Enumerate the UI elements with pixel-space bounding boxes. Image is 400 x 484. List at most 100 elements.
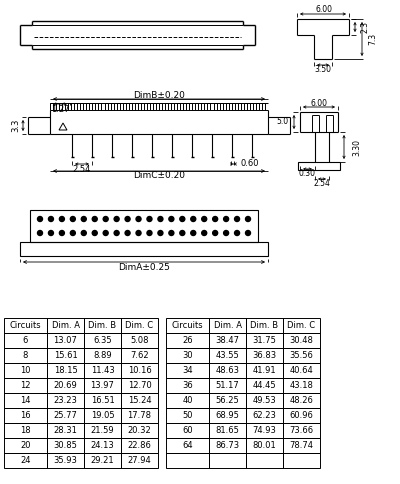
Circle shape: [180, 230, 185, 236]
Circle shape: [103, 216, 108, 222]
Bar: [246, 348, 283, 363]
Bar: [283, 393, 320, 408]
Circle shape: [125, 230, 130, 236]
Bar: [246, 333, 283, 348]
Text: 24: 24: [20, 456, 31, 465]
Bar: [4, 423, 47, 438]
Circle shape: [59, 230, 64, 236]
Text: 25.77: 25.77: [54, 411, 78, 420]
Bar: [84, 438, 121, 453]
Bar: [84, 318, 121, 333]
Bar: [4, 453, 47, 468]
Bar: [246, 378, 283, 393]
Circle shape: [92, 216, 97, 222]
Bar: [209, 318, 246, 333]
Bar: [283, 453, 320, 468]
Bar: [209, 453, 246, 468]
Text: 18: 18: [20, 426, 31, 435]
Text: 2.54: 2.54: [314, 180, 330, 188]
Circle shape: [38, 216, 42, 222]
Text: DimC±0.20: DimC±0.20: [133, 171, 185, 181]
Text: Dim. C: Dim. C: [126, 321, 154, 330]
Bar: [283, 363, 320, 378]
Text: 6: 6: [23, 336, 28, 345]
Text: 49.53: 49.53: [253, 396, 276, 405]
Circle shape: [70, 216, 75, 222]
Text: 10: 10: [20, 366, 31, 375]
Text: 60.96: 60.96: [290, 411, 314, 420]
Text: 28.31: 28.31: [54, 426, 78, 435]
Text: 50: 50: [182, 411, 193, 420]
Text: 12.70: 12.70: [128, 381, 151, 390]
Bar: [121, 333, 158, 348]
Bar: [246, 453, 283, 468]
Bar: [84, 453, 121, 468]
Bar: [47, 363, 84, 378]
Bar: [246, 363, 283, 378]
Bar: [246, 318, 283, 333]
Bar: [209, 393, 246, 408]
Circle shape: [158, 230, 163, 236]
Text: 86.73: 86.73: [216, 441, 240, 450]
Bar: [209, 378, 246, 393]
Text: 14: 14: [20, 396, 31, 405]
Bar: [4, 393, 47, 408]
Text: Circuits: Circuits: [172, 321, 203, 330]
Bar: [283, 423, 320, 438]
Bar: [121, 348, 158, 363]
Text: 8.89: 8.89: [93, 351, 112, 360]
Circle shape: [246, 230, 250, 236]
Circle shape: [147, 216, 152, 222]
Circle shape: [81, 216, 86, 222]
Bar: [166, 378, 209, 393]
Bar: [166, 453, 209, 468]
Bar: [209, 363, 246, 378]
Bar: [121, 363, 158, 378]
Bar: [166, 423, 209, 438]
Circle shape: [48, 216, 54, 222]
Bar: [209, 333, 246, 348]
Text: 27.94: 27.94: [128, 456, 151, 465]
Bar: [47, 393, 84, 408]
Bar: [84, 363, 121, 378]
Text: 26: 26: [182, 336, 193, 345]
Bar: [209, 438, 246, 453]
Text: 20.69: 20.69: [54, 381, 77, 390]
Text: 3.30: 3.30: [352, 138, 361, 155]
Bar: [121, 453, 158, 468]
Text: 74.93: 74.93: [252, 426, 276, 435]
Circle shape: [92, 230, 97, 236]
Text: 22.86: 22.86: [128, 441, 152, 450]
Bar: [4, 408, 47, 423]
Bar: [166, 393, 209, 408]
Text: 30.85: 30.85: [54, 441, 78, 450]
Text: 3.3: 3.3: [12, 118, 20, 132]
Bar: [84, 423, 121, 438]
Bar: [47, 318, 84, 333]
Text: 20: 20: [20, 441, 31, 450]
Text: 8: 8: [23, 351, 28, 360]
Text: 24.13: 24.13: [91, 441, 114, 450]
Bar: [283, 378, 320, 393]
Text: 29.21: 29.21: [91, 456, 114, 465]
Bar: [283, 438, 320, 453]
Circle shape: [224, 230, 229, 236]
Bar: [4, 363, 47, 378]
Text: 34: 34: [182, 366, 193, 375]
Text: 2.54: 2.54: [73, 165, 91, 173]
Bar: [84, 348, 121, 363]
Text: 81.65: 81.65: [216, 426, 240, 435]
Bar: [47, 408, 84, 423]
Text: 3.50: 3.50: [314, 65, 332, 75]
Text: 44.45: 44.45: [253, 381, 276, 390]
Bar: [47, 453, 84, 468]
Text: 35.93: 35.93: [54, 456, 78, 465]
Text: 36.83: 36.83: [252, 351, 276, 360]
Bar: [166, 348, 209, 363]
Text: 21.59: 21.59: [91, 426, 114, 435]
Text: 1.27: 1.27: [51, 105, 69, 114]
Text: 60: 60: [182, 426, 193, 435]
Text: Dim. A: Dim. A: [214, 321, 242, 330]
Text: 19.05: 19.05: [91, 411, 114, 420]
Circle shape: [224, 216, 229, 222]
